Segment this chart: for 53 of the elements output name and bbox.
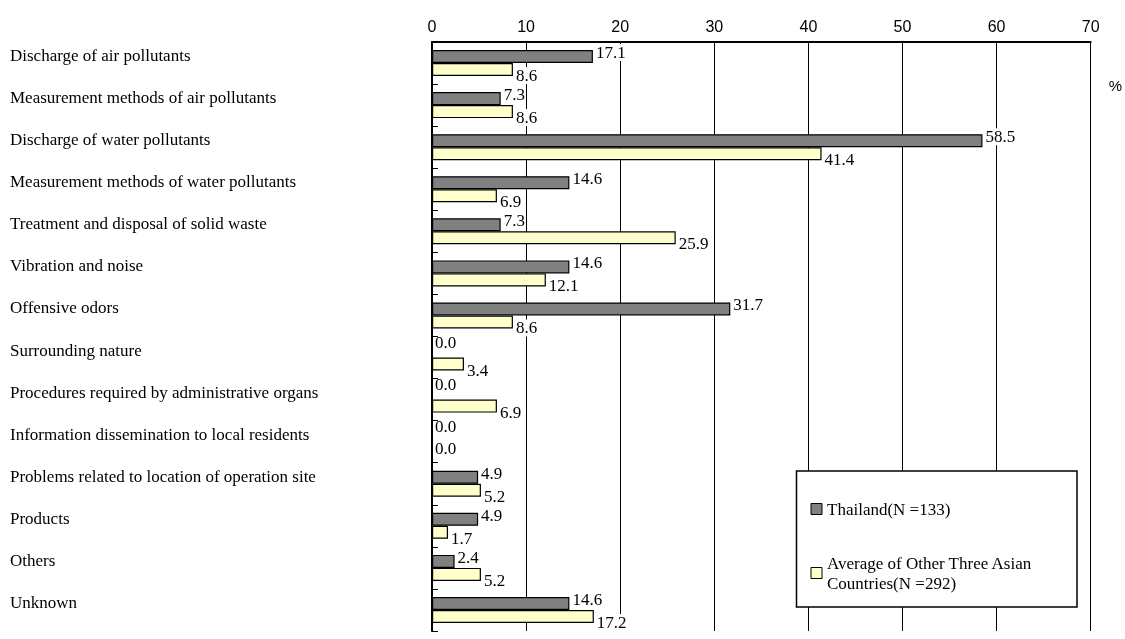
x-tick-label: 40 [799, 17, 818, 35]
data-label: 58.5 [985, 127, 1016, 147]
data-label: 0.0 [435, 374, 457, 394]
legend-label: Thailand(N =133) [827, 499, 951, 519]
data-label: 14.6 [572, 169, 603, 189]
y-tick-label: Measurement methods of air pollutants [10, 88, 277, 108]
data-label: 8.6 [515, 318, 538, 338]
y-tick-label: Measurement methods of water pollutants [10, 172, 297, 192]
data-label: 6.9 [499, 402, 522, 422]
x-tick-label: 10 [517, 17, 536, 35]
data-label: 4.9 [481, 463, 503, 483]
y-tick-label: Discharge of air pollutants [10, 46, 191, 66]
data-label: 41.4 [824, 150, 855, 170]
data-label: 14.6 [572, 589, 603, 609]
x-tick-label: 20 [611, 17, 630, 35]
x-tick-label: 50 [893, 17, 912, 35]
data-label: 14.6 [572, 253, 603, 273]
y-tick-label: Problems related to location of operation site [10, 466, 316, 486]
y-tick-label: Vibration and noise [10, 256, 144, 276]
data-label: 0.0 [435, 438, 457, 458]
data-label: 0.0 [435, 416, 457, 436]
y-tick-label: Others [10, 550, 56, 570]
y-tick-label: Products [10, 508, 70, 528]
data-label: 17.2 [596, 612, 627, 632]
data-label: 8.6 [515, 66, 538, 86]
y-tick-label: Treatment and disposal of solid waste [10, 214, 267, 234]
data-label: 7.3 [503, 85, 525, 105]
y-tick-label: Information dissemination to local residents [10, 424, 310, 444]
y-tick-label: Surrounding nature [10, 340, 142, 360]
data-label: 1.7 [451, 528, 473, 548]
data-label: 5.2 [483, 486, 506, 506]
data-label: 12.1 [548, 276, 579, 296]
y-tick-label: Procedures required by administrative organs [10, 382, 319, 402]
x-tick-label: 70 [1081, 17, 1100, 35]
y-tick-label: Offensive odors [10, 298, 119, 318]
y-tick-label: Discharge of water pollutants [10, 130, 211, 150]
data-label: 8.6 [515, 108, 538, 128]
x-tick-label: 60 [987, 17, 1006, 35]
data-label: 6.9 [499, 192, 522, 212]
x-tick-label: 0 [427, 17, 437, 35]
x-tick-label: 30 [705, 17, 724, 35]
data-label: 3.4 [466, 360, 489, 380]
data-label: 5.2 [483, 570, 506, 590]
data-label: 25.9 [678, 234, 709, 254]
x-axis-title: % [1108, 77, 1123, 94]
data-label: 31.7 [733, 295, 764, 315]
data-label: 4.9 [481, 505, 503, 525]
legend-label: Average of Other Three Asian Countries(N =292) [827, 553, 1036, 593]
data-label: 7.3 [503, 211, 525, 231]
data-label: 17.1 [595, 43, 626, 63]
data-label: 0.0 [435, 332, 457, 352]
data-label: 2.4 [457, 547, 480, 567]
y-tick-label: Unknown [10, 592, 78, 612]
